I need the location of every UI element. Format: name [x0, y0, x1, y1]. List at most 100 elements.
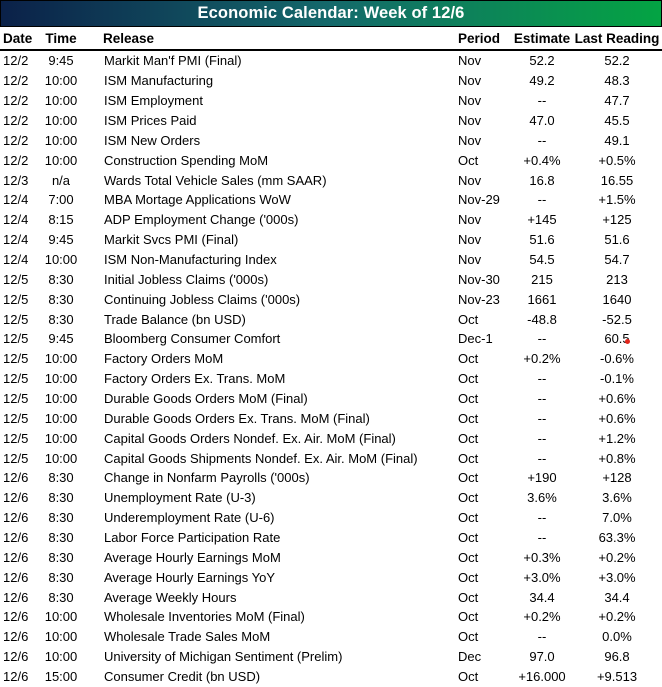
- cell-estimate: --: [537, 530, 547, 546]
- table-row: 12/6 8:30 Unemployment Rate (U-3) Oct 3.6% 3.…: [0, 487, 662, 508]
- cell-last: +0.6%: [598, 410, 636, 426]
- table-row: 12/5 8:30 Trade Balance (bn USD) Oct -48.8 -5…: [0, 309, 662, 330]
- table-row: 12/4 7:00 MBA Mortage Applications WoW Nov-…: [0, 190, 662, 210]
- cell-estimate: +190: [527, 470, 557, 486]
- cell-date: 12/6: [3, 669, 29, 685]
- cell-period: Oct: [458, 510, 479, 526]
- cell-last: +0.2%: [598, 549, 636, 565]
- cell-estimate: +0.2%: [523, 351, 561, 367]
- cell-last: 213: [606, 271, 628, 287]
- cell-time: 10:00: [44, 113, 78, 128]
- cell-date: 12/5: [3, 271, 29, 287]
- cell-release: Average Weekly Hours: [104, 589, 237, 605]
- cell-period: Nov: [458, 172, 482, 188]
- cell-estimate: 47.0: [529, 113, 555, 128]
- cell-estimate: --: [537, 391, 547, 407]
- cell-period: Oct: [458, 371, 479, 387]
- table-row: 12/6 8:30 Change in Nonfarm Payrolls ('000…: [0, 468, 662, 488]
- cell-date: 12/5: [3, 291, 29, 307]
- cell-estimate: 97.0: [529, 649, 555, 665]
- cell-date: 12/6: [3, 589, 29, 605]
- table-row: 12/2 10:00 ISM Manufacturing Nov 49.2 48.3: [0, 70, 662, 91]
- cell-estimate: --: [537, 510, 547, 526]
- cell-release: Continuing Jobless Claims ('000s): [104, 291, 301, 307]
- cell-date: 12/2: [3, 53, 29, 69]
- cell-release: Change in Nonfarm Payrolls ('000s): [104, 470, 310, 486]
- cell-time: 10:00: [44, 391, 78, 407]
- cell-last: 1640: [602, 291, 632, 307]
- cell-time: 8:30: [48, 470, 74, 486]
- table-row: 12/4 8:15 ADP Employment Change ('000s) Nov…: [0, 209, 662, 230]
- cell-time: 10:00: [44, 649, 78, 665]
- cell-time: 10:00: [44, 152, 78, 168]
- table-row: 12/4 10:00 ISM Non-Manufacturing Index Nov 5…: [0, 249, 662, 270]
- cell-period: Oct: [458, 351, 479, 367]
- cell-date: 12/2: [3, 113, 29, 128]
- cell-estimate: 51.6: [529, 232, 555, 248]
- cell-time: 10:00: [44, 410, 78, 426]
- cell-period: Oct: [458, 549, 479, 565]
- cell-period: Nov-29: [458, 192, 500, 208]
- cell-date: 12/5: [3, 430, 29, 446]
- column-header-date: Date: [3, 30, 33, 46]
- cell-last: 45.5: [604, 113, 630, 128]
- cell-period: Oct: [458, 410, 479, 426]
- cell-date: 12/2: [3, 93, 29, 109]
- table-row: 12/5 8:30 Initial Jobless Claims ('000s) No…: [0, 269, 662, 290]
- cell-period: Oct: [458, 490, 479, 506]
- cell-date: 12/4: [3, 232, 29, 248]
- cell-time: 10:00: [44, 609, 78, 625]
- cell-date: 12/6: [3, 569, 29, 585]
- table-row: 12/6 8:30 Average Hourly Earnings YoY Oct +3…: [0, 567, 662, 588]
- cell-last: +0.8%: [598, 450, 636, 466]
- cell-release: Average Hourly Earnings YoY: [104, 569, 276, 585]
- table-row: 12/6 10:00 University of Michigan Sentimen…: [0, 646, 662, 667]
- table-row: 12/6 8:30 Underemployment Rate (U-6) Oct -- 7…: [0, 507, 662, 528]
- table-row: 12/6 8:30 Average Weekly Hours Oct 34.4 34.4: [0, 587, 662, 608]
- cell-last: +0.2%: [598, 609, 636, 625]
- cell-date: 12/4: [3, 212, 29, 228]
- cell-date: 12/6: [3, 470, 29, 486]
- cell-time: 10:00: [44, 93, 78, 109]
- cell-last: 96.8: [604, 649, 630, 665]
- cell-last: +0.5%: [598, 152, 636, 168]
- cell-release: ISM Non-Manufacturing Index: [104, 252, 277, 268]
- cell-estimate: 52.2: [529, 53, 555, 69]
- table-row: 12/2 9:45 Markit Man'f PMI (Final) Nov 52.2 5…: [0, 51, 662, 71]
- column-header-time: Time: [45, 30, 77, 46]
- cell-last: 16.55: [600, 172, 634, 188]
- cell-date: 12/6: [3, 609, 29, 625]
- column-header-release: Release: [103, 30, 155, 46]
- cell-estimate: --: [537, 331, 547, 347]
- cell-date: 12/2: [3, 73, 29, 89]
- cell-release: Construction Spending MoM: [104, 152, 269, 168]
- cell-estimate: 215: [531, 271, 553, 287]
- table-row: 12/6 8:30 Labor Force Participation Rate Oc…: [0, 527, 662, 548]
- cell-period: Nov: [458, 252, 482, 268]
- cell-date: 12/6: [3, 549, 29, 565]
- cell-time: 10:00: [44, 351, 78, 367]
- cell-period: Dec: [458, 649, 482, 665]
- cell-period: Oct: [458, 569, 479, 585]
- cell-period: Oct: [458, 609, 479, 625]
- cell-date: 12/5: [3, 331, 29, 347]
- cell-period: Oct: [458, 391, 479, 407]
- cell-period: Nov: [458, 232, 482, 248]
- cell-last: -0.6%: [600, 351, 634, 367]
- cell-period: Nov: [458, 132, 482, 148]
- cell-date: 12/6: [3, 629, 29, 645]
- cell-release: University of Michigan Sentiment (Prelim…: [104, 649, 343, 665]
- cell-date: 12/5: [3, 371, 29, 387]
- cell-release: ADP Employment Change ('000s): [104, 212, 299, 228]
- cell-release: Factory Orders MoM: [104, 351, 224, 367]
- table-row: 12/5 10:00 Durable Goods Orders Ex. Trans.…: [0, 408, 662, 429]
- table-row: 12/5 10:00 Factory Orders Ex. Trans. MoM Oc…: [0, 368, 662, 389]
- cell-period: Oct: [458, 311, 479, 327]
- cell-release: Initial Jobless Claims ('000s): [104, 271, 269, 287]
- cell-last: +0.6%: [598, 391, 636, 407]
- cell-last: 54.7: [604, 252, 630, 268]
- cell-estimate: --: [537, 93, 547, 109]
- cell-date: 12/5: [3, 450, 29, 466]
- cell-release: Wholesale Inventories MoM (Final): [104, 609, 305, 625]
- cell-release: Trade Balance (bn USD): [104, 311, 246, 327]
